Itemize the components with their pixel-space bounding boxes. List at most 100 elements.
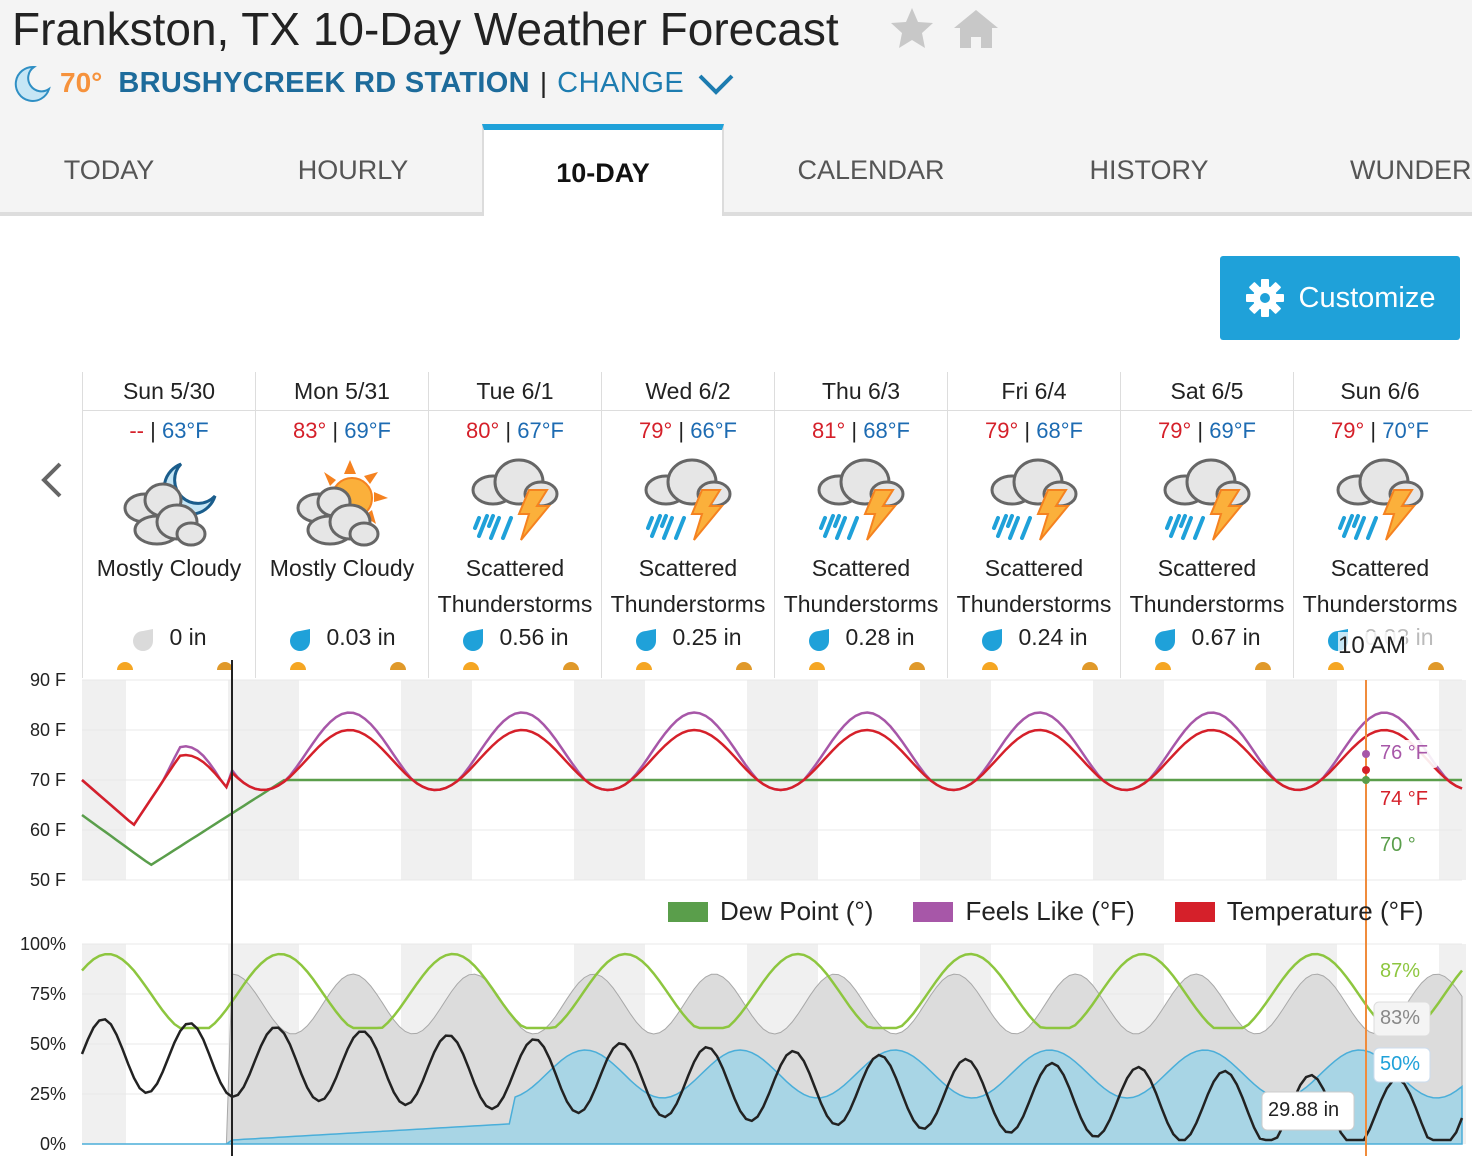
sunrise-icon [809,662,825,670]
tab-today[interactable]: TODAY [63,155,155,185]
tab-hourly[interactable]: HOURLY [297,155,409,185]
sunrise-icon [117,662,133,670]
station-name[interactable]: BRUSHYCREEK RD STATION [118,66,530,99]
precip-amount: 0 in [83,624,255,651]
tab-wunder[interactable]: WUNDER [1350,155,1472,185]
day-column[interactable]: Sun 5/30 -- | 63°F Mostly Cloudy 0 in [82,372,255,678]
high-temp: 79° [985,418,1019,443]
tooltip-precip-chance: 50% [1380,1053,1421,1075]
divider [1121,410,1293,411]
legend-label: Dew Point (°) [720,896,874,926]
legend-item-dew-point[interactable]: Dew Point (°) [668,896,873,927]
chevron-down-icon[interactable] [696,68,736,98]
low-temp: 69°F [344,418,391,443]
temp-separator: | [851,418,858,443]
high-temp: 81° [812,418,846,443]
tab-divider [724,212,1472,216]
home-icon[interactable] [954,10,998,48]
thunderstorm-icon [644,458,732,541]
tab-history[interactable]: HISTORY [1089,155,1209,185]
temp-separator: | [332,418,339,443]
day-temps: 83° | 69°F [256,418,428,444]
temp-separator: | [1197,418,1204,443]
day-column[interactable]: Fri 6/4 79° | 68°F Scattered Thunderstor… [947,372,1120,678]
tab-10-day[interactable]: 10-DAY [482,124,724,216]
chevron-left-icon[interactable] [36,460,66,500]
day-temps: 80° | 67°F [429,418,601,444]
precip-amount: 0.03 in [256,624,428,651]
tooltip-feels-like: 76 °F [1380,742,1429,764]
legend-item-feels-like[interactable]: Feels Like (°F) [913,896,1135,927]
day-column[interactable]: Mon 5/31 83° | 69°F Mostly Cloudy 0.03 i… [255,372,428,678]
sunrise-icon [290,662,306,670]
day-label: Sun 5/30 [122,378,216,404]
precip-amount: 0.24 in [948,624,1120,651]
tooltip-dew-point: 70 ° [1380,834,1416,856]
sunset-icon [1428,662,1444,670]
day-column[interactable]: Sat 6/5 79° | 69°F Scattered Thunderstor… [1120,372,1293,678]
precip-amount: 0.28 in [775,624,947,651]
precip-drop-icon [982,628,1003,651]
thunderstorm-icon [1163,458,1251,541]
day-temps: 79° | 70°F [1294,418,1466,444]
thunderstorm-icon [990,458,1078,541]
temp-separator: | [1370,418,1377,443]
tab-calendar[interactable]: CALENDAR [797,155,945,185]
page-header: Frankston, TX 10-Day Weather Forecast 70… [0,0,1472,216]
station-row: 70° BRUSHYCREEK RD STATION | CHANGE [12,62,736,104]
precip-amount: 0.56 in [429,624,601,651]
tab-divider [0,212,482,216]
precip-amount: 0.25 in [602,624,774,651]
high-temp: 79° [639,418,673,443]
day-label: Sat 6/5 [1170,378,1244,404]
precip-drop-icon [636,628,657,651]
high-temp: -- [129,418,144,443]
sunset-icon [1255,662,1271,670]
day-column[interactable]: Tue 6/1 80° | 67°F Scattered Thunderstor… [428,372,601,678]
favorite-star-icon[interactable] [891,8,933,48]
low-temp: 68°F [1036,418,1083,443]
day-temps: 79° | 68°F [948,418,1120,444]
day-temps: 81° | 68°F [775,418,947,444]
sunrise-icon [1155,662,1171,670]
sunset-icon [736,662,752,670]
temp-separator: | [678,418,685,443]
day-temps: -- | 63°F [83,418,255,444]
hover-marker [1362,766,1370,774]
low-temp: 68°F [863,418,910,443]
tooltip-humidity: 87% [1380,960,1421,982]
day-column[interactable]: Wed 6/2 79° | 66°F Scattered Thunderstor… [601,372,774,678]
high-temp: 83° [293,418,327,443]
day-column[interactable]: Sun 6/6 79° | 70°F Scattered Thunderstor… [1293,372,1472,678]
precip-amount: 0.67 in [1121,624,1293,651]
day-temps: 79° | 69°F [1121,418,1293,444]
precip-drop-icon [463,628,484,651]
divider [1294,410,1472,411]
precip-value: 0.03 in [326,624,396,650]
low-temp: 63°F [161,418,209,443]
humidity-series [81,952,1463,1030]
forecast-charts[interactable] [0,660,1472,1156]
day-label: Thu 6/3 [822,378,900,404]
precip-drop-icon [290,628,311,651]
legend-label: Temperature (°F) [1226,896,1424,926]
sunset-icon [1082,662,1098,670]
temp-separator: | [505,418,512,443]
change-station-link[interactable]: CHANGE [557,66,685,99]
customize-button[interactable]: Customize [1220,256,1460,340]
sunrise-icon [636,662,652,670]
y-tick: 50 F [30,870,67,890]
tooltip-box [1374,740,1438,768]
y-tick: 0% [40,1134,67,1154]
moon-cloud-icon [123,462,217,547]
day-column[interactable]: Thu 6/3 81° | 68°F Scattered Thunderstor… [774,372,947,678]
condition-text: Scattered Thunderstorms [956,555,1112,617]
hover-marker [1362,776,1370,784]
legend-item-temperature[interactable]: Temperature (°F) [1174,896,1424,927]
day-label: Mon 5/31 [294,378,390,404]
page-title: Frankston, TX 10-Day Weather Forecast [12,3,839,55]
condition-text: Scattered Thunderstorms [783,555,939,617]
day-label: Wed 6/2 [645,378,731,404]
legend-swatch [668,901,708,922]
day-label: Tue 6/1 [476,378,554,404]
